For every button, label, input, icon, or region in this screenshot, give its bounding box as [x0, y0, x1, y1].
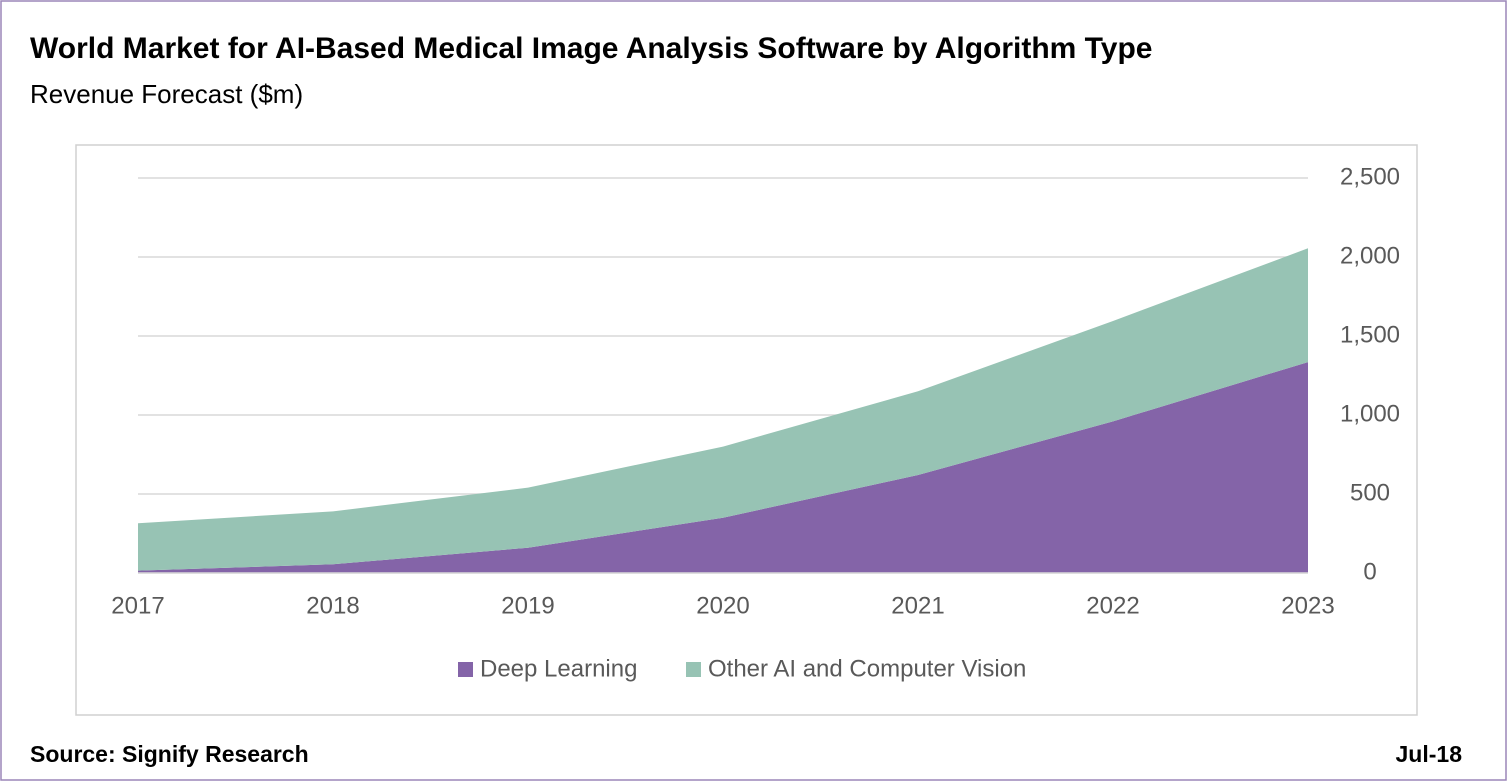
x-tick-label: 2023	[1281, 592, 1334, 619]
legend-label: Other AI and Computer Vision	[708, 655, 1026, 682]
y-tick-label: 2,000	[1340, 242, 1400, 269]
x-tick-label: 2021	[891, 592, 944, 619]
y-tick-label: 1,500	[1340, 321, 1400, 348]
date: Jul-18	[1396, 741, 1463, 767]
y-tick-label: 1,000	[1340, 400, 1400, 427]
y-tick-label: 500	[1350, 479, 1390, 506]
x-tick-label: 2017	[111, 592, 164, 619]
x-tick-label: 2020	[696, 592, 749, 619]
source: Source: Signify Research	[30, 741, 309, 767]
x-tick-label: 2019	[501, 592, 554, 619]
chart-subtitle: Revenue Forecast ($m)	[30, 79, 303, 109]
legend-swatch	[458, 662, 473, 677]
x-tick-label: 2018	[306, 592, 359, 619]
chart-title: World Market for AI-Based Medical Image …	[30, 32, 1152, 65]
area	[138, 248, 1308, 571]
x-tick-label: 2022	[1086, 592, 1139, 619]
y-tick-label: 2,500	[1340, 163, 1400, 190]
legend-swatch	[686, 662, 701, 677]
y-tick-label: 0	[1363, 558, 1376, 585]
area	[138, 362, 1308, 573]
legend-label: Deep Learning	[480, 655, 637, 682]
